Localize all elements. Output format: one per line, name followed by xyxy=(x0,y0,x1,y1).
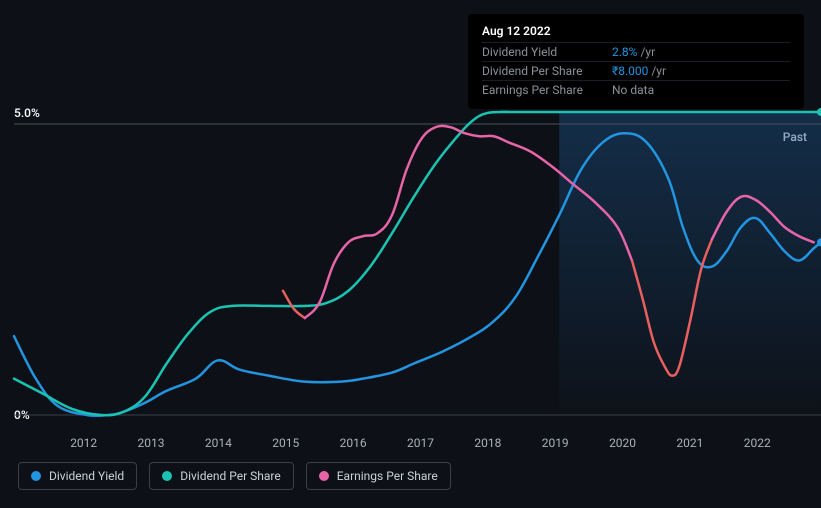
x-tick-label: 2014 xyxy=(185,436,252,450)
x-tick-label: 2015 xyxy=(252,436,319,450)
tooltip-label: Dividend Per Share xyxy=(482,64,612,78)
x-tick-label: 2016 xyxy=(319,436,386,450)
legend-item[interactable]: Dividend Per Share xyxy=(149,462,294,490)
plot-area xyxy=(14,112,821,415)
tooltip-value: ₹8.000 xyxy=(612,64,648,78)
legend-item[interactable]: Earnings Per Share xyxy=(306,462,451,490)
tooltip-suffix: /yr xyxy=(640,45,655,59)
tooltip-label: Dividend Yield xyxy=(482,45,612,59)
x-tick-label: 2022 xyxy=(724,436,791,450)
tooltip-row: Dividend Per Share₹8.000/yr xyxy=(482,61,790,80)
legend-dot xyxy=(31,471,41,481)
legend-dot xyxy=(162,471,172,481)
x-tick-label: 2013 xyxy=(117,436,184,450)
legend-item[interactable]: Dividend Yield xyxy=(18,462,137,490)
legend-label: Dividend Per Share xyxy=(180,469,281,483)
chart-legend: Dividend Yield Dividend Per Share Earnings… xyxy=(18,462,451,490)
tooltip-row: Earnings Per ShareNo data xyxy=(482,80,790,99)
x-tick-label: 2019 xyxy=(522,436,589,450)
x-tick-label: 2017 xyxy=(387,436,454,450)
x-tick-label: 2020 xyxy=(589,436,656,450)
tooltip-label: Earnings Per Share xyxy=(482,83,612,97)
chart-tooltip: Aug 12 2022 Dividend Yield2.8%/yrDividen… xyxy=(468,14,804,109)
chart-container: Aug 12 2022 Dividend Yield2.8%/yrDividen… xyxy=(0,0,821,450)
legend-dot xyxy=(319,471,329,481)
tooltip-value: No data xyxy=(612,83,654,97)
tooltip-row: Dividend Yield2.8%/yr xyxy=(482,42,790,61)
legend-label: Dividend Yield xyxy=(49,469,124,483)
x-tick-label: 2018 xyxy=(454,436,521,450)
tooltip-suffix: /yr xyxy=(651,64,666,78)
x-tick-label: 2012 xyxy=(50,436,117,450)
x-axis: 2012201320142015201620172018201920202021… xyxy=(0,436,821,450)
legend-label: Earnings Per Share xyxy=(337,469,438,483)
tooltip-date: Aug 12 2022 xyxy=(482,24,790,38)
x-tick-label: 2021 xyxy=(656,436,723,450)
tooltip-value: 2.8% xyxy=(612,45,637,59)
chart-svg xyxy=(14,112,821,415)
